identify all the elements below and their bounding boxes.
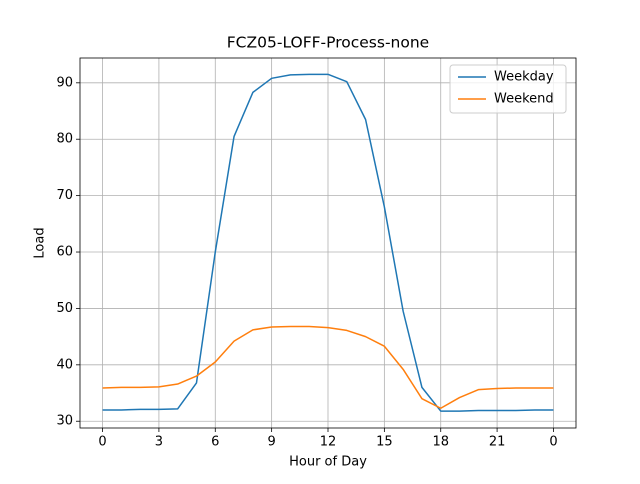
legend-label: Weekday (494, 70, 554, 85)
y-tick-label: 90 (56, 75, 73, 90)
y-tick-label: 80 (56, 132, 73, 147)
x-tick-label: 6 (211, 435, 219, 450)
y-tick-label: 40 (56, 357, 73, 372)
x-tick-label: 3 (155, 435, 163, 450)
x-tick-label: 0 (549, 435, 557, 450)
data-line (102, 73, 554, 412)
y-tick-label: 70 (56, 188, 73, 203)
chart-title: FCZ05-LOFF-Process-none (227, 34, 429, 52)
x-tick-label: 15 (376, 435, 393, 450)
x-tick-label: 12 (320, 435, 337, 450)
y-tick-label: 50 (56, 301, 73, 316)
x-axis-label: Hour of Day (289, 455, 367, 470)
plot-frame (79, 57, 577, 429)
y-tick-label: 60 (56, 245, 73, 260)
x-tick-label: 9 (267, 435, 275, 450)
x-tick-label: 18 (432, 435, 449, 450)
legend-label: Weekend (494, 92, 554, 107)
data-line (102, 325, 554, 410)
x-tick-label: 21 (489, 435, 506, 450)
y-tick-label: 30 (56, 414, 73, 429)
x-tick-label: 0 (98, 435, 106, 450)
y-axis-label: Load (33, 227, 48, 258)
